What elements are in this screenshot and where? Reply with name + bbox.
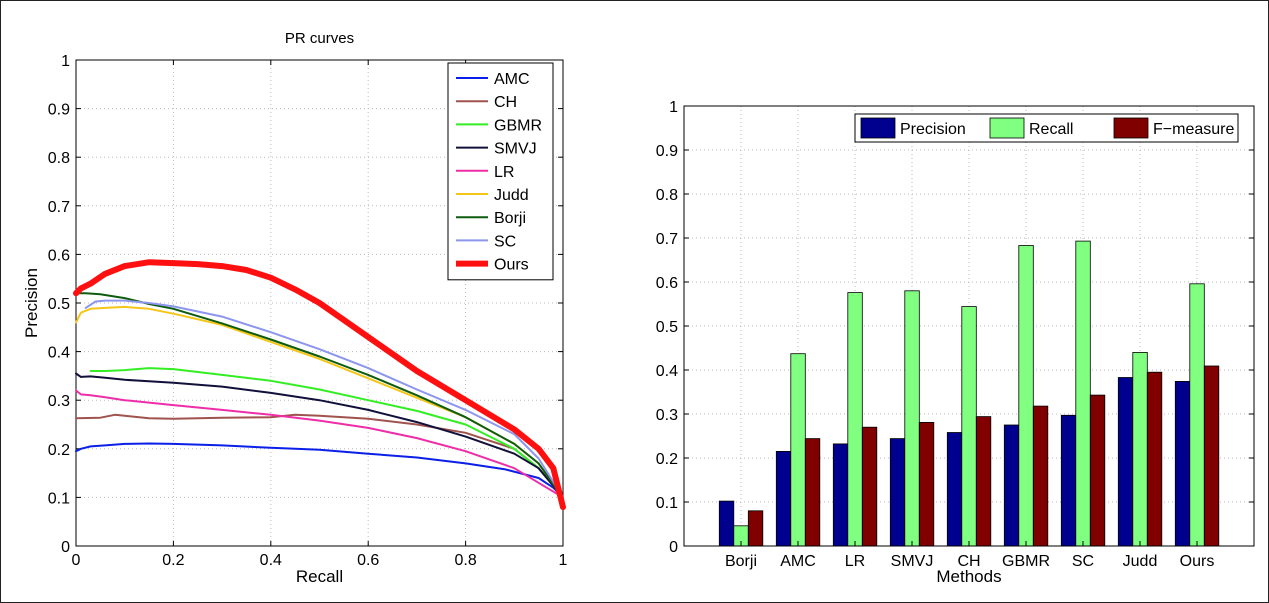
pr-x-tick-label: 1 <box>559 552 568 569</box>
pr-y-tick-label: 0.5 <box>48 296 70 313</box>
bar-category-label: CH <box>957 553 980 570</box>
pr-curve-smvj <box>75 372 564 499</box>
pr-y-tick-label: 0.9 <box>48 102 70 119</box>
bar-x-axis-label: Methods <box>936 567 1001 586</box>
pr-y-tick-label: 0 <box>61 539 70 556</box>
bar-fmeasure-sc <box>1089 394 1106 547</box>
pr-y-tick-label: 0.1 <box>48 490 70 507</box>
pr-curve-ours <box>73 259 566 511</box>
pr-legend-label: Borji <box>494 210 526 227</box>
bar-fmeasure-ours <box>1203 365 1220 547</box>
bar-category-label: Ours <box>1180 553 1215 570</box>
bar-y-tick-label: 0.1 <box>656 495 678 512</box>
pr-legend-label: LR <box>494 164 514 181</box>
pr-x-tick-label: 0.8 <box>454 552 476 569</box>
bar-precision-smvj <box>889 438 906 547</box>
pr-y-axis-label: Precision <box>22 268 41 338</box>
bar-precision-lr <box>832 443 849 547</box>
bar-category-label: AMC <box>780 553 816 570</box>
bar-fmeasure-smvj <box>918 421 935 547</box>
pr-curve-gbmr <box>89 367 564 499</box>
pr-y-tick-label: 0.3 <box>48 393 70 410</box>
pr-curve-ch <box>75 413 564 499</box>
bar-precision-amc <box>775 450 792 547</box>
bar-y-tick-label: 1 <box>669 99 678 116</box>
pr-y-tick-label: 0.2 <box>48 442 70 459</box>
pr-x-axis-label: Recall <box>296 567 343 586</box>
bar-precision-judd <box>1117 377 1134 547</box>
bar-y-tick-label: 0.7 <box>656 231 678 248</box>
bar-y-tick-label: 0.2 <box>656 451 678 468</box>
bar-y-tick-label: 0.9 <box>656 143 678 160</box>
bar-precision-gbmr <box>1003 424 1020 547</box>
pr-y-tick-label: 0.7 <box>48 199 70 216</box>
bar-recall-ch <box>961 306 977 547</box>
pr-x-tick-label: 0.6 <box>357 552 379 569</box>
bar-legend-label: Recall <box>1029 121 1073 138</box>
bar-fmeasure-lr <box>861 426 878 547</box>
pr-x-tick-label: 0.2 <box>162 552 184 569</box>
bar-legend-box <box>854 113 1239 143</box>
pr-legend-label: GBMR <box>494 117 542 134</box>
pr-chart-title: PR curves <box>285 30 354 47</box>
pr-legend-label: SMVJ <box>494 141 537 158</box>
bar-precision-ours <box>1174 380 1191 547</box>
bar-y-tick-label: 0.6 <box>656 275 678 292</box>
pr-y-tick-label: 0.6 <box>48 247 70 264</box>
bar-y-tick-label: 0.5 <box>656 319 678 336</box>
pr-legend-label: Ours <box>494 257 529 274</box>
bar-legend-swatch-recall <box>989 117 1025 139</box>
bar-recall-sc <box>1075 240 1091 547</box>
bar-y-tick-label: 0.3 <box>656 407 678 424</box>
bar-recall-ours <box>1189 283 1205 547</box>
bar-precision-borji <box>718 500 735 547</box>
pr-curve-lr <box>75 389 564 499</box>
pr-y-tick-label: 1 <box>61 53 70 70</box>
bar-recall-judd <box>1132 351 1148 547</box>
bar-precision-ch <box>946 432 963 547</box>
bar-y-tick-label: 0 <box>669 539 678 556</box>
bar-legend-label: Precision <box>900 121 966 138</box>
pr-curve-borji <box>75 292 564 499</box>
pr-legend-label: CH <box>494 94 517 111</box>
pr-legend-label: Judd <box>494 187 529 204</box>
pr-y-tick-label: 0.8 <box>48 150 70 167</box>
pr-x-tick-label: 0.4 <box>260 552 282 569</box>
bar-category-label: SC <box>1072 553 1094 570</box>
bar-fmeasure-amc <box>804 438 821 547</box>
pr-curve-sc <box>84 299 564 499</box>
bar-legend-swatch-fmeasure <box>1113 117 1149 139</box>
bar-category-label: Borji <box>725 553 757 570</box>
bar-recall-amc <box>790 353 806 547</box>
bar-fmeasure-borji <box>747 510 764 547</box>
bar-y-tick-label: 0.8 <box>656 187 678 204</box>
pr-legend-label: SC <box>494 233 516 250</box>
bar-recall-lr <box>847 292 863 547</box>
bar-fmeasure-gbmr <box>1032 405 1049 547</box>
bar-precision-sc <box>1060 414 1077 547</box>
pr-y-tick-label: 0.4 <box>48 345 70 362</box>
pr-curve-amc <box>75 442 564 499</box>
bar-category-label: Judd <box>1123 553 1158 570</box>
bar-fmeasure-ch <box>975 416 992 547</box>
bar-category-label: SMVJ <box>891 553 934 570</box>
bar-recall-smvj <box>904 290 920 547</box>
pr-legend-label: AMC <box>494 71 530 88</box>
bar-legend-swatch-precision <box>860 117 896 139</box>
bar-legend-label: F−measure <box>1153 121 1234 138</box>
bar-category-label: LR <box>845 553 865 570</box>
bar-y-tick-label: 0.4 <box>656 363 678 380</box>
bar-recall-gbmr <box>1018 245 1034 547</box>
bar-category-label: GBMR <box>1002 553 1050 570</box>
pr-x-tick-label: 0 <box>72 552 81 569</box>
bar-fmeasure-judd <box>1146 371 1163 547</box>
